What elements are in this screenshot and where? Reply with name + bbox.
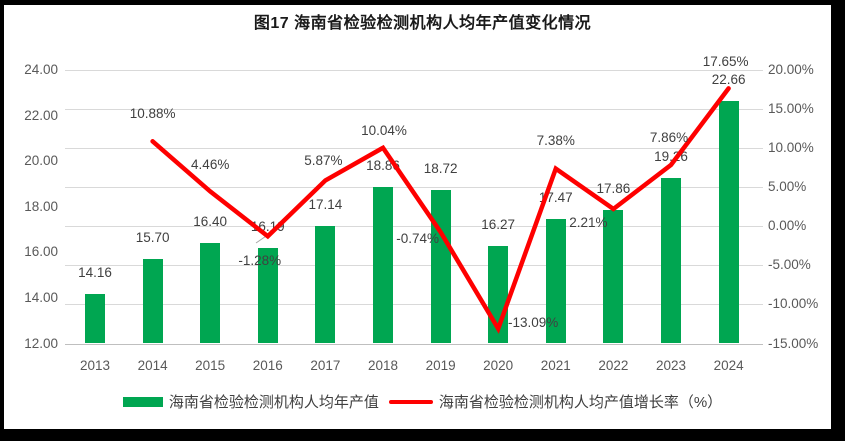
growth-rate-label: 5.87% <box>304 153 343 169</box>
legend-item-bar-series: 海南省检验检测机构人均年产值 <box>122 391 379 412</box>
bar-2016 <box>257 248 278 344</box>
gridline <box>65 304 763 306</box>
right-axis-tick: -5.00% <box>768 257 811 273</box>
gridline <box>65 226 763 228</box>
bar-value-label: 15.70 <box>135 230 170 246</box>
growth-rate-label: 10.88% <box>129 106 176 122</box>
year-label: 2017 <box>310 358 341 373</box>
year-label: 2018 <box>367 358 399 373</box>
right-axis-tick: 15.00% <box>768 101 814 117</box>
gridline <box>65 70 763 71</box>
bar-value-label: 16.27 <box>481 217 516 233</box>
legend: 海南省检验检测机构人均年产值 海南省检验检测机构人均产值增长率（%） <box>0 391 845 412</box>
bar-series-swatch-icon <box>122 396 163 407</box>
gridline <box>65 148 763 150</box>
left-axis-tick: 14.00 <box>24 289 58 305</box>
growth-rate-label: -13.09% <box>508 314 559 330</box>
left-axis-tick: 22.00 <box>24 107 58 123</box>
growth-rate-label: 4.46% <box>191 157 230 173</box>
year-label: 2023 <box>655 358 687 373</box>
left-axis-tick: 16.00 <box>24 244 58 260</box>
x-axis-line <box>65 343 763 345</box>
gridline <box>65 187 763 189</box>
bar-2018 <box>373 187 393 344</box>
right-axis-tick: 10.00% <box>768 140 814 156</box>
right-axis-tick: 20.00% <box>768 62 814 77</box>
gridline <box>65 109 763 111</box>
growth-rate-label: 7.38% <box>536 132 575 148</box>
chart-title: 图17 海南省检验检测机构人均年产值变化情况 <box>253 15 592 32</box>
bar-2022 <box>603 209 624 344</box>
bar-value-label: 17.14 <box>308 197 343 213</box>
right-axis-tick: 5.00% <box>768 179 807 195</box>
left-axis-tick: 12.00 <box>24 335 58 351</box>
growth-rate-label: 2.21% <box>569 215 608 231</box>
legend-label-line-series: 海南省检验检测机构人均产值增长率（%） <box>438 394 723 411</box>
growth-rate-label: 17.65% <box>702 54 749 70</box>
year-label: 2015 <box>195 358 226 373</box>
year-label: 2020 <box>483 358 514 373</box>
right-axis-tick: -15.00% <box>768 335 819 351</box>
legend-item-line-series: 海南省检验检测机构人均产值增长率（%） <box>388 391 723 412</box>
bar-2015 <box>200 243 221 344</box>
bar-2014 <box>142 259 163 344</box>
right-axis-tick: 0.00% <box>768 218 807 234</box>
bar-2017 <box>315 226 336 344</box>
year-label: 2019 <box>425 358 456 373</box>
bar-value-label: 17.86 <box>596 180 631 196</box>
bar-2013 <box>85 294 105 344</box>
growth-rate-label: -1.28% <box>238 253 282 269</box>
legend-label-bar-series: 海南省检验检测机构人均年产值 <box>168 394 379 411</box>
year-label: 2021 <box>540 358 571 373</box>
bar-2023 <box>661 178 681 344</box>
bar-value-label: 14.16 <box>78 265 112 281</box>
bar-value-label: 22.66 <box>711 71 746 87</box>
year-label: 2016 <box>252 358 283 373</box>
bar-2024 <box>718 100 739 344</box>
year-label: 2014 <box>137 358 168 373</box>
growth-rate-label: -0.74% <box>396 231 439 247</box>
left-axis-tick: 20.00 <box>24 153 58 169</box>
right-axis-tick: -10.00% <box>768 296 819 312</box>
year-label: 2013 <box>79 358 111 373</box>
year-label: 2024 <box>713 358 744 373</box>
year-label: 2022 <box>598 358 629 373</box>
growth-line-series <box>150 86 731 334</box>
left-axis-tick: 18.00 <box>24 198 58 214</box>
growth-rate-label: 7.86% <box>649 129 689 145</box>
line-series-swatch-icon <box>388 399 433 404</box>
bar-2021 <box>545 218 566 344</box>
bar-value-label: 16.40 <box>193 214 228 230</box>
bar-value-label: 18.72 <box>423 161 458 177</box>
gridline <box>65 265 763 267</box>
growth-rate-label: 10.04% <box>361 122 407 138</box>
left-axis-tick: 24.00 <box>24 62 58 77</box>
